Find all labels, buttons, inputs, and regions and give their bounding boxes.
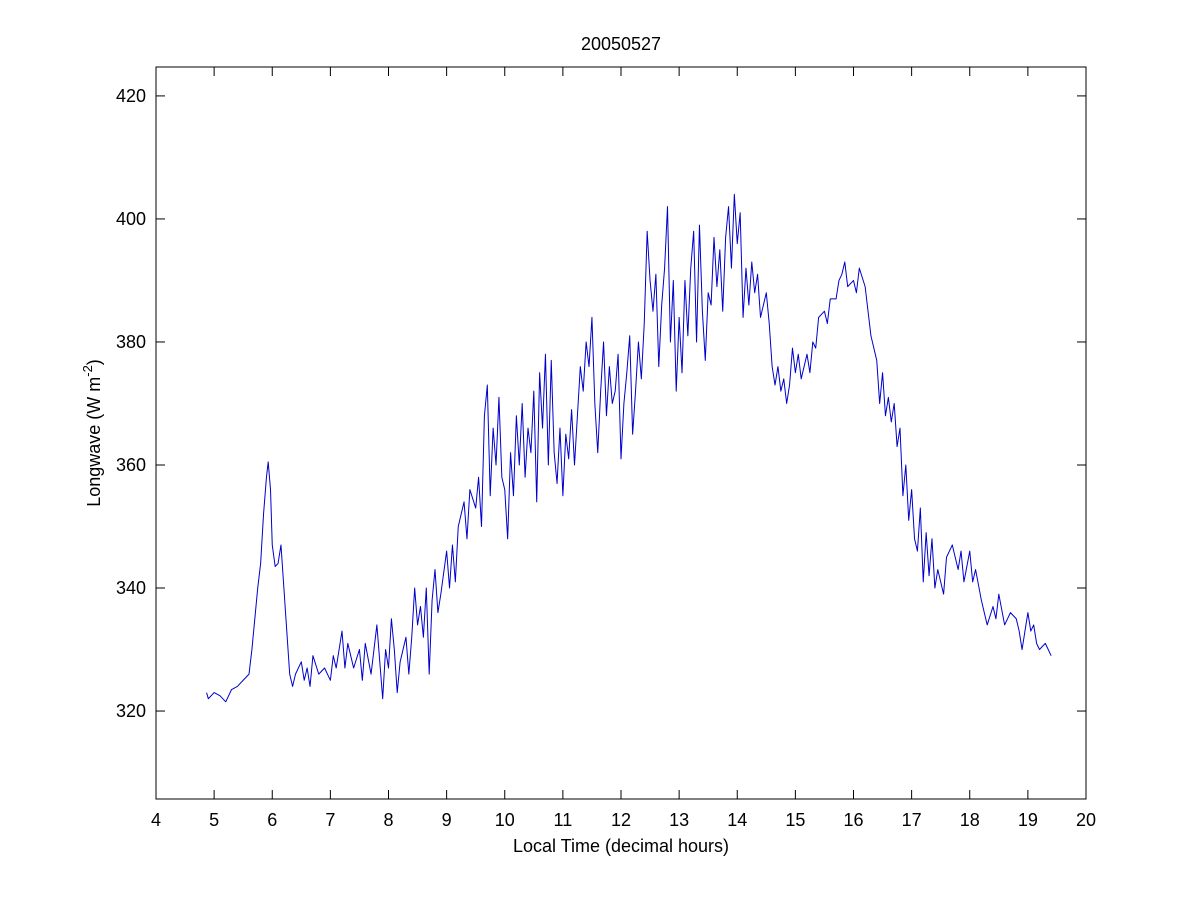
y-label-sup: -2 (80, 365, 95, 377)
x-tick-label: 10 (495, 810, 515, 830)
x-tick-label: 12 (611, 810, 631, 830)
x-tick-label: 11 (554, 810, 573, 830)
x-tick-label: 17 (902, 810, 922, 830)
x-tick-label: 4 (151, 810, 161, 830)
x-tick-label: 9 (442, 810, 452, 830)
x-tick-label: 18 (960, 810, 980, 830)
x-tick-label: 15 (785, 810, 805, 830)
y-tick-label: 320 (116, 701, 146, 721)
chart-title: 20050527 (581, 34, 661, 54)
y-tick-label: 360 (116, 455, 146, 475)
data-line (206, 193, 1052, 703)
y-tick-label: 400 (116, 209, 146, 229)
x-tick-label: 19 (1018, 810, 1038, 830)
plot-frame (155, 66, 1087, 800)
y-label-text: Longwave (W m (84, 377, 104, 507)
x-tick-label: 13 (669, 810, 689, 830)
x-tick-label: 6 (267, 810, 277, 830)
y-tick-label: 340 (116, 578, 146, 598)
x-tick-label: 20 (1076, 810, 1096, 830)
y-tick-label: 380 (116, 332, 146, 352)
x-tick-label: 16 (843, 810, 863, 830)
x-axis-label: Local Time (decimal hours) (513, 836, 729, 856)
y-axis-label: Longwave (W m-2) (80, 359, 104, 507)
y-tick-label: 420 (116, 86, 146, 106)
x-tick-label: 5 (209, 810, 219, 830)
x-tick-label: 14 (727, 810, 747, 830)
y-label-end: ) (84, 359, 104, 365)
x-tick-label: 7 (325, 810, 335, 830)
x-tick-label: 8 (383, 810, 393, 830)
